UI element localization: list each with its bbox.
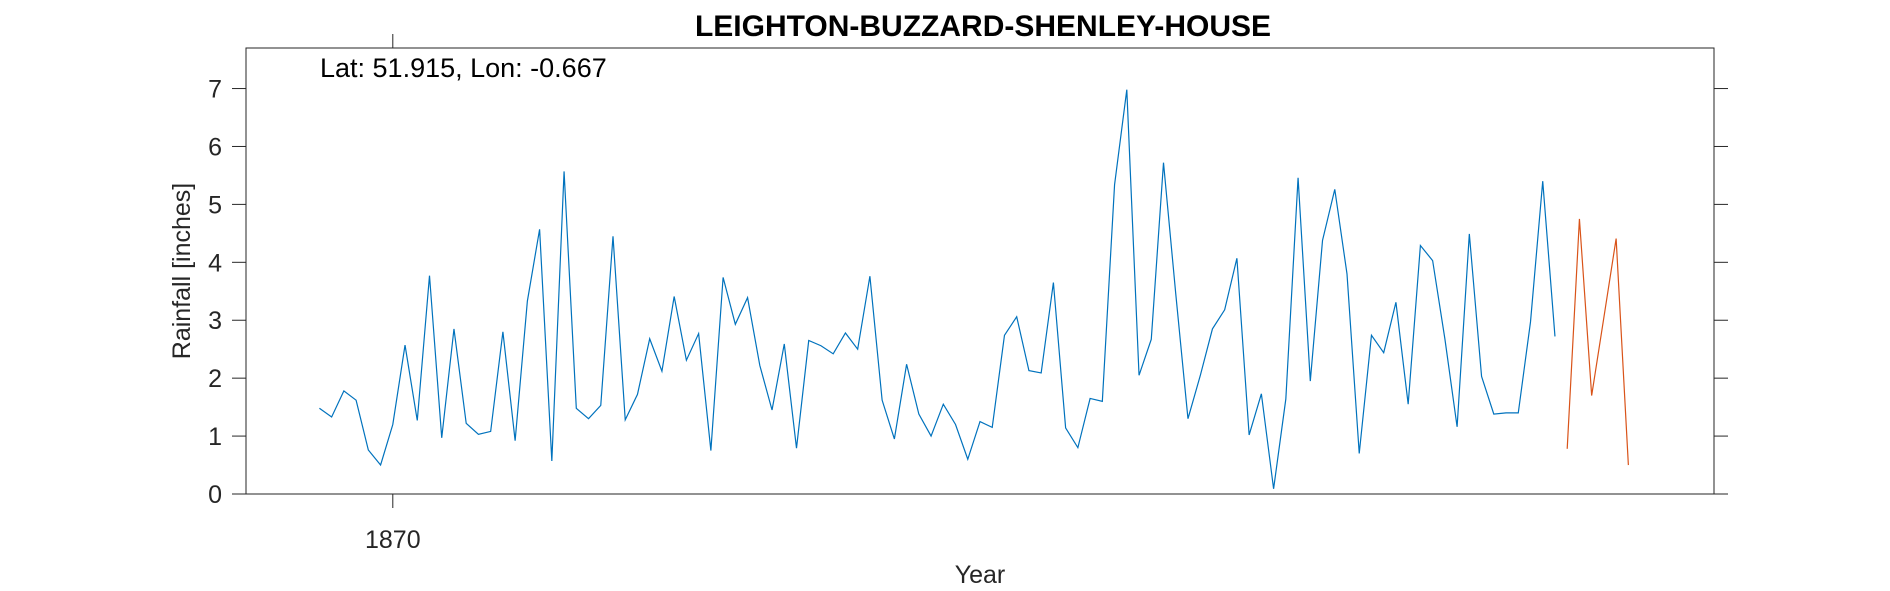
y-axis-label: Rainfall [inches] xyxy=(168,183,196,359)
chart-title: LEIGHTON-BUZZARD-SHENLEY-HOUSE xyxy=(695,10,1271,43)
series-line-1 xyxy=(319,89,1556,489)
x-axis-label: Year xyxy=(955,561,1006,589)
x-tick-label: 1870 xyxy=(365,526,421,554)
y-tick-label: 7 xyxy=(208,76,222,104)
axes: 0 1 2 3 4 5 6 7 1870 xyxy=(208,34,1728,554)
series-layer xyxy=(319,89,1629,489)
y-tick-label: 1 xyxy=(208,423,222,451)
y-tick-label: 6 xyxy=(208,133,222,161)
plot-area xyxy=(245,47,1715,495)
y-tick-label: 0 xyxy=(208,481,222,509)
series-line-2 xyxy=(1566,218,1629,466)
y-tick-label: 5 xyxy=(208,191,222,219)
y-tick-label: 2 xyxy=(208,365,222,393)
location-annotation: Lat: 51.915, Lon: -0.667 xyxy=(320,53,607,83)
y-tick-label: 4 xyxy=(208,249,222,277)
y-tick-label: 3 xyxy=(208,307,222,335)
